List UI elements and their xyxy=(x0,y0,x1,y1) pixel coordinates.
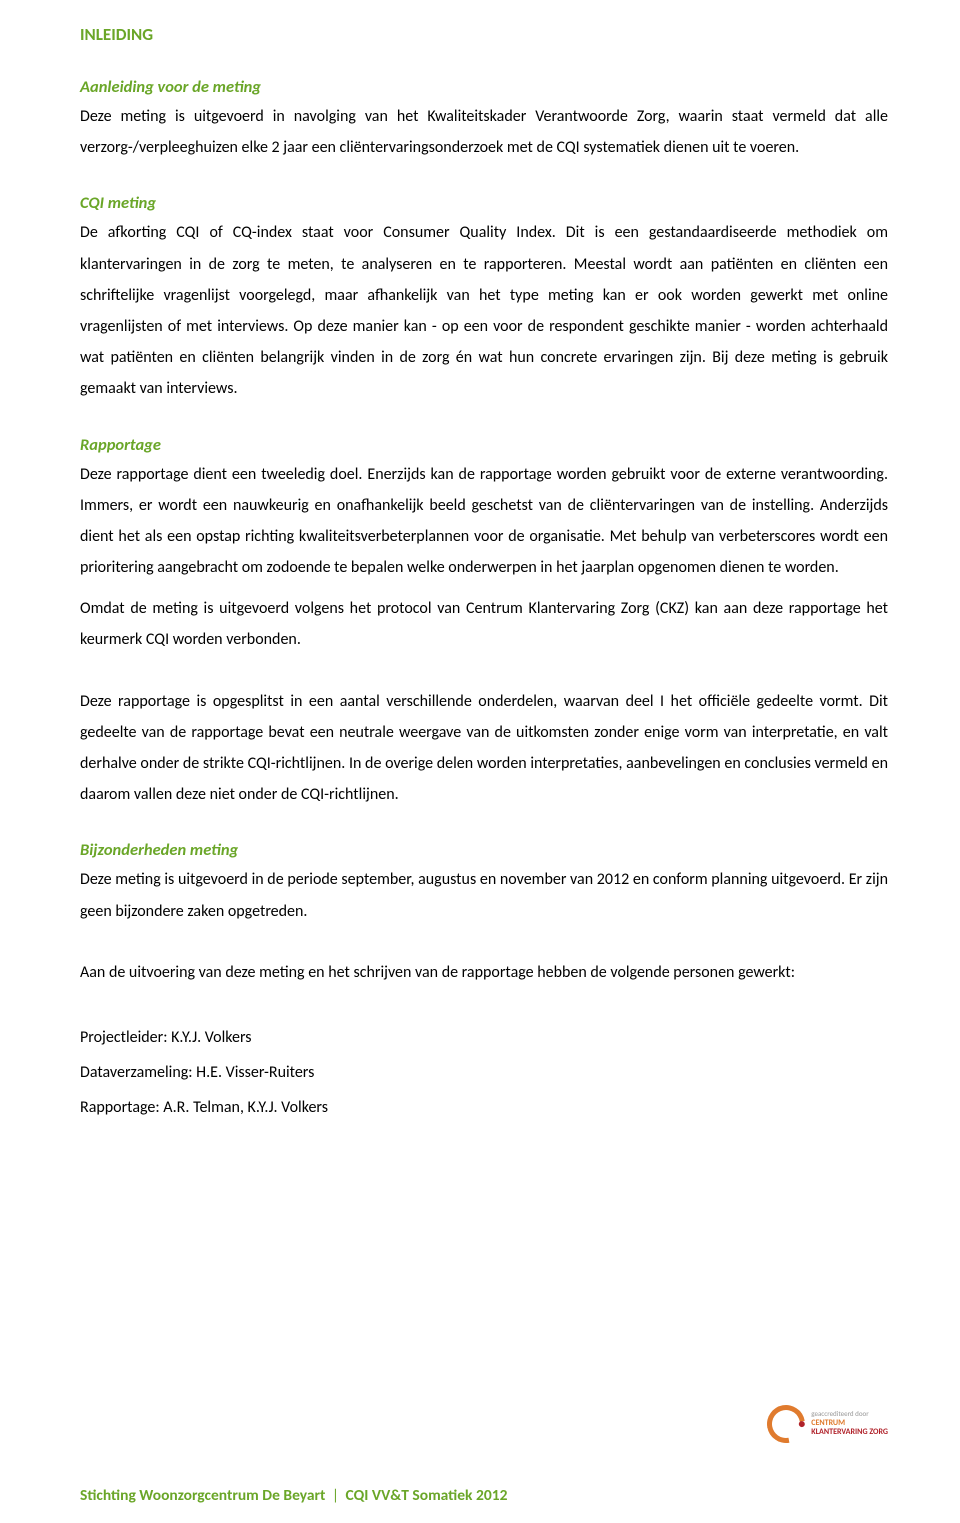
section-body-rapportage-2: Omdat de meting is uitgevoerd volgens he… xyxy=(80,593,888,655)
section-body-rapportage-3: Deze rapportage is opgesplitst in een aa… xyxy=(80,686,888,811)
credit-rapportage: Rapportage: A.R. Telman, K.Y.J. Volkers xyxy=(80,1092,888,1123)
credit-projectleider: Projectleider: K.Y.J. Volkers xyxy=(80,1022,888,1053)
section-body-bijzonderheden: Deze meting is uitgevoerd in de periode … xyxy=(80,864,888,926)
footer-sep: | xyxy=(332,1486,339,1505)
section-heading-rapportage: Rapportage xyxy=(80,435,888,455)
section-heading-cqi: CQI meting xyxy=(80,193,888,213)
credits-intro: Aan de uitvoering van deze meting en het… xyxy=(80,957,888,988)
section-heading-bijzonderheden: Bijzonderheden meting xyxy=(80,840,888,860)
section-body-cqi: De afkorting CQI of CQ-index staat voor … xyxy=(80,217,888,404)
section-body-aanleiding: Deze meting is uitgevoerd in navolging v… xyxy=(80,101,888,163)
logo-text: geaccrediteerd door CENTRUM KLANTERVARIN… xyxy=(811,1410,888,1438)
footer-doc: CQI VV&T Somatiek 2012 xyxy=(346,1486,508,1505)
page-footer: Stichting Woonzorgcentrum De Beyart | CQ… xyxy=(80,1486,507,1505)
document-page: INLEIDING Aanleiding voor de meting Deze… xyxy=(0,0,960,1523)
logo-line3: KLANTERVARING ZORG xyxy=(811,1428,888,1438)
page-title: INLEIDING xyxy=(80,24,888,45)
credit-dataverzameling: Dataverzameling: H.E. Visser-Ruiters xyxy=(80,1057,888,1088)
section-heading-aanleiding: Aanleiding voor de meting xyxy=(80,77,888,97)
footer-org: Stichting Woonzorgcentrum De Beyart xyxy=(80,1486,325,1505)
logo-c-icon xyxy=(760,1398,813,1451)
section-body-rapportage-1: Deze rapportage dient een tweeledig doel… xyxy=(80,459,888,584)
accreditation-logo: geaccrediteerd door CENTRUM KLANTERVARIN… xyxy=(767,1405,888,1443)
